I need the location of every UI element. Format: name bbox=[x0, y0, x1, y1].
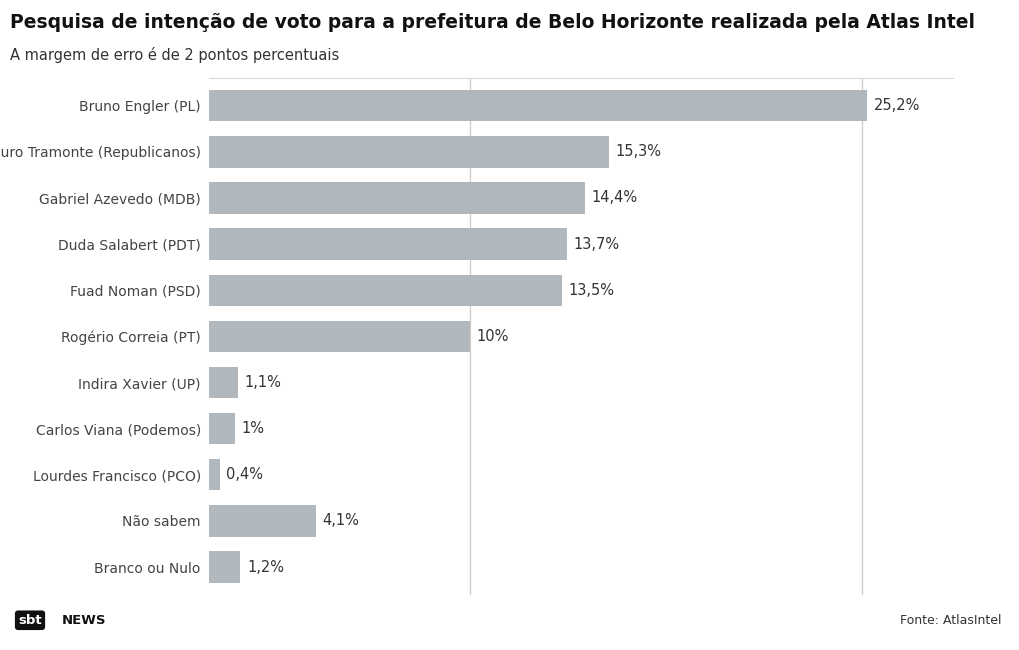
Bar bbox=[209, 367, 237, 398]
Bar bbox=[209, 505, 316, 537]
Text: 14,4%: 14,4% bbox=[591, 190, 637, 205]
Bar bbox=[209, 90, 866, 122]
Text: 1%: 1% bbox=[242, 421, 265, 436]
Text: 25,2%: 25,2% bbox=[873, 98, 919, 113]
Bar bbox=[209, 136, 608, 168]
Text: Fonte: AtlasIntel: Fonte: AtlasIntel bbox=[900, 614, 1001, 627]
Text: NEWS: NEWS bbox=[62, 614, 107, 627]
Bar bbox=[209, 551, 240, 583]
Bar bbox=[209, 320, 470, 352]
Bar bbox=[209, 228, 567, 260]
Bar bbox=[209, 459, 219, 491]
Text: 15,3%: 15,3% bbox=[614, 144, 660, 159]
Text: 1,2%: 1,2% bbox=[247, 560, 283, 575]
Text: 0,4%: 0,4% bbox=[226, 467, 263, 482]
Text: A margem de erro é de 2 pontos percentuais: A margem de erro é de 2 pontos percentua… bbox=[10, 47, 339, 64]
Text: 10%: 10% bbox=[477, 329, 508, 344]
Text: Pesquisa de intenção de voto para a prefeitura de Belo Horizonte realizada pela : Pesquisa de intenção de voto para a pref… bbox=[10, 13, 974, 32]
Text: 4,1%: 4,1% bbox=[322, 514, 360, 528]
Bar bbox=[209, 182, 585, 214]
Text: sbt: sbt bbox=[18, 614, 42, 627]
Bar bbox=[209, 413, 235, 445]
Text: 13,5%: 13,5% bbox=[568, 283, 613, 298]
Text: 13,7%: 13,7% bbox=[573, 237, 620, 252]
Bar bbox=[209, 274, 561, 306]
Text: 1,1%: 1,1% bbox=[245, 375, 281, 390]
